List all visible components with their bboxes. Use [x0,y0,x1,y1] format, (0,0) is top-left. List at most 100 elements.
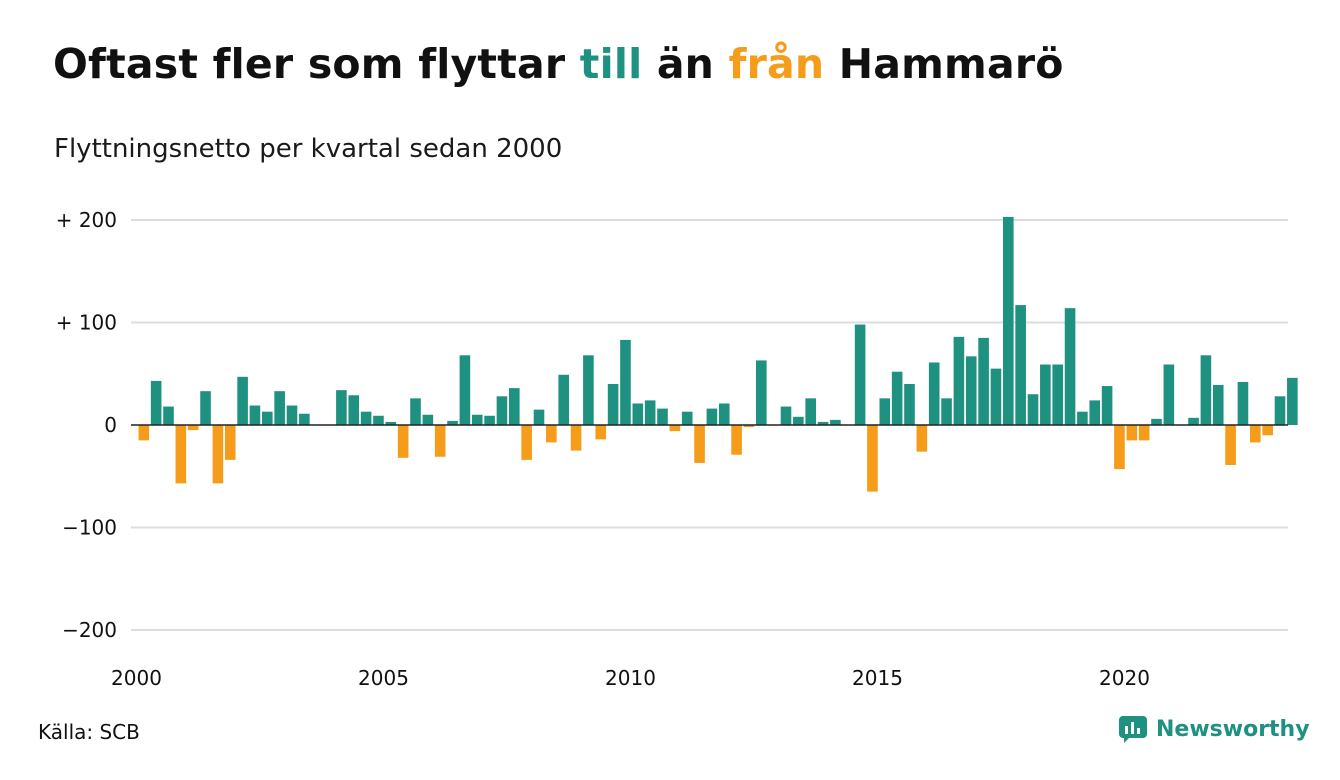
bar [1188,417,1199,425]
y-axis-labels: + 200 + 100 0 −100 −200 [56,208,117,642]
bar [854,324,866,425]
bar [607,384,619,425]
y-tick-label: 0 [104,413,117,437]
bar [224,425,236,460]
bar [299,413,310,425]
bar [916,425,928,452]
bar [249,405,261,425]
y-tick-label: + 200 [56,208,117,232]
bar [1163,364,1175,425]
bar [805,398,816,425]
bar [830,419,841,426]
bar [1126,425,1138,441]
chart-subtitle: Flyttningsnetto per kvartal sedan 2000 [54,134,563,164]
bar [546,425,557,443]
bar [373,415,384,425]
bar [1077,411,1088,425]
bar [1151,418,1162,425]
bar [336,390,347,425]
x-tick-label: 2000 [111,666,162,690]
bars [131,216,1298,492]
bar [1027,394,1039,425]
y-tick-label: + 100 [56,311,117,335]
x-tick-label: 2005 [358,666,409,690]
bar [657,408,668,425]
bar [558,374,569,425]
bar [583,355,594,425]
bar [447,420,458,425]
bar [1138,425,1150,441]
bar [756,360,767,425]
bar [262,411,273,425]
bar [410,398,421,425]
bar [743,425,755,428]
bar [793,416,804,425]
bar [644,400,656,425]
bar [434,425,446,457]
brand-logo: Newsworthy [1118,714,1310,744]
bar [212,425,224,484]
bar [570,425,582,451]
bar [1287,377,1298,425]
title-highlight-till: till [579,40,643,88]
bar [1089,400,1101,425]
brand-name: Newsworthy [1156,716,1310,742]
y-tick-label: −200 [62,618,117,642]
bar [1015,305,1026,425]
bar [163,406,174,425]
title-part-1: Oftast fler som flyttar [53,40,580,88]
bar [286,405,298,425]
bar [718,403,730,425]
bar [904,384,915,425]
bar [1101,386,1113,425]
bar [891,371,903,425]
y-tick-label: −100 [62,516,117,540]
bar [867,425,878,492]
bar [780,406,792,425]
bar [360,411,372,425]
bar [731,425,742,455]
bar [1250,425,1261,443]
bar [397,425,409,458]
bar [669,425,681,432]
bar [632,403,644,425]
bar [1114,425,1125,470]
bar [817,421,829,425]
bar [1225,425,1236,465]
bar [1040,364,1051,425]
source-note: Källa: SCB [38,720,140,744]
bar [459,355,471,425]
bar [471,414,483,425]
bar [348,395,360,425]
bar [1212,385,1224,425]
bar [385,421,397,425]
bar [200,391,211,425]
bar [274,391,285,425]
bar [928,362,940,425]
bar [965,356,977,425]
bar [496,396,508,425]
title-part-3: än [642,40,729,88]
bar [533,409,545,425]
x-tick-label: 2015 [852,666,903,690]
bar [1200,355,1212,425]
bar [237,376,248,425]
bar [138,425,150,441]
bar [990,368,1002,425]
bar [978,337,989,425]
x-tick-label: 2020 [1099,666,1150,690]
newsworthy-logo-icon [1119,716,1147,743]
chart-title: Oftast fler som flyttar till än från Ham… [53,40,1064,88]
title-highlight-fran: från [728,40,825,88]
bar [879,398,891,425]
bar [150,380,162,425]
bar [422,414,434,425]
bar [1274,396,1286,425]
bar [187,425,199,431]
bar [1237,381,1249,425]
title-part-5: Hammarö [824,40,1064,88]
bar [1003,216,1014,425]
bar [620,339,631,425]
bar [941,398,952,425]
